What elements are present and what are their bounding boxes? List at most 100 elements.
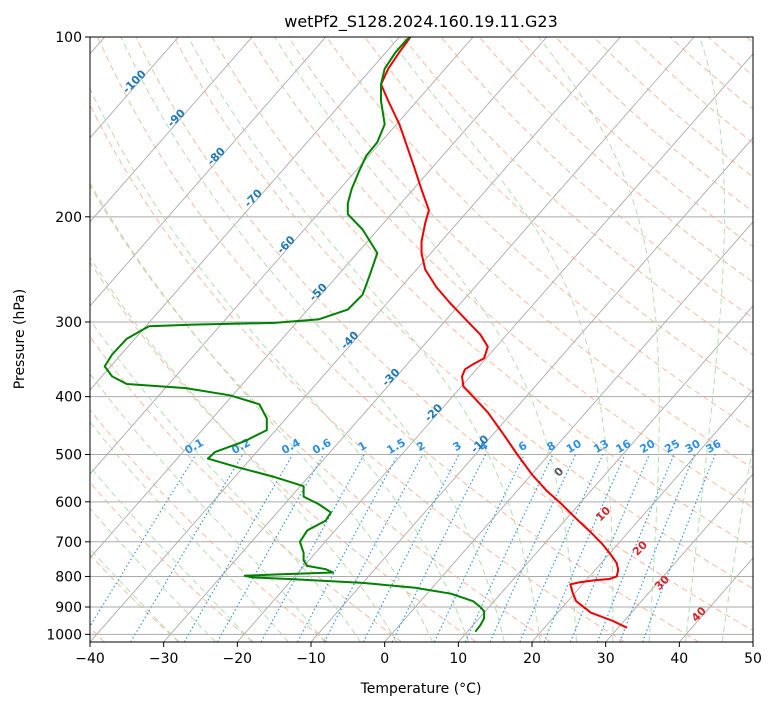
dry-adiabat-line [746,37,753,44]
mixing-ratio-label: 20 [638,437,658,456]
x-tick-label: −40 [75,651,105,667]
y-tick-label: 400 [55,390,82,406]
mixing-ratio-line [619,454,696,642]
moist-adiabat-label: 0 [552,464,567,479]
moist-adiabat-line [120,37,505,642]
mixing-ratio-label: 0.6 [310,436,334,457]
mixing-ratio-line [90,454,197,628]
dry-adiabat-label: -80 [205,145,228,168]
mixing-ratio-line [216,454,325,642]
mixing-ratio-label: 16 [613,437,633,456]
mixing-ratio-label: 25 [662,437,682,456]
moist-adiabat-line [721,441,753,642]
plot-frame [89,36,754,643]
dry-adiabat-line [90,409,328,642]
isotherm-line [605,473,753,642]
dry-adiabat-line [631,37,753,144]
dry-adiabat-label: -70 [242,186,265,209]
mixing-ratio-line [362,454,460,642]
dry-adiabat-label: -10 [468,432,491,455]
y-tick-label: 200 [55,210,82,226]
dry-adiabat-line [288,37,753,469]
y-tick-label: 500 [55,448,82,464]
dry-adiabat-line [402,37,753,356]
isotherm-line [310,137,753,642]
mixing-ratio-label: 1.5 [384,436,407,457]
mixing-ratio-line [297,454,399,642]
x-axis-label: Temperature (°C) [360,681,482,697]
moist-adiabat-label: 30 [652,573,672,593]
dry-adiabat-line [364,37,753,393]
mixing-ratio-line [543,454,626,642]
moist-adiabat-line [90,507,216,642]
y-tick-label: 100 [55,30,82,46]
dry-adiabat-label: -30 [379,366,402,389]
x-tick-label: −10 [296,651,326,667]
mixing-ratio-line [489,454,577,642]
temperature-profile-line [380,37,628,629]
moist-adiabat-line [90,318,362,642]
dry-adiabat-line [593,37,753,178]
moist-adiabat-line [90,181,433,642]
isotherm-line [90,37,327,307]
mixing-ratio-line [519,454,604,642]
mixing-ratio-line [130,454,244,642]
moist-adiabat-label: 20 [630,538,650,558]
moist-adiabat-line [90,87,469,642]
mixing-ratio-line [433,454,525,642]
y-tick-label: 300 [55,315,82,331]
dry-adiabat-line [249,37,753,509]
isotherm-line [90,37,253,223]
isotherm-line [678,557,753,642]
dry-adiabat-line [90,335,402,642]
dry-adiabat-line [97,37,700,642]
isotherm-line [90,37,621,642]
moist-adiabat-line [685,37,725,642]
x-tick-label: 0 [380,651,389,667]
moist-adiabat-line [538,37,660,642]
x-tick-label: 30 [597,651,615,667]
mixing-ratio-label: 13 [591,437,611,456]
moist-adiabat-line [90,373,325,642]
isotherm-line [90,37,400,391]
y-tick-label: 1000 [46,627,82,643]
y-tick-label: 700 [55,535,82,551]
dry-adiabat-label: -50 [307,280,330,303]
mixing-ratio-label: 3 [451,439,464,454]
x-tick-label: 20 [523,651,541,667]
x-tick-label: 40 [670,651,688,667]
mixing-ratio-line [464,454,554,642]
dry-adiabat-line [440,37,753,319]
moist-adiabat-line [90,256,398,642]
mixing-ratio-label: 0.1 [182,436,205,457]
moist-adiabat-line [90,465,253,642]
background-lines [90,37,753,642]
y-tick-label: 800 [55,569,82,585]
dry-adiabat-label: -20 [422,401,445,424]
dry-adiabat-line [555,37,753,213]
dry-adiabat-label: -40 [338,328,361,351]
moist-adiabat-line [274,37,577,642]
mixing-ratio-line [183,454,294,642]
dry-adiabat-line [669,37,753,110]
dry-adiabat-line [90,261,477,642]
isotherm-line [752,641,753,642]
x-tick-label: −20 [223,651,253,667]
mixing-ratio-label: 30 [683,437,703,456]
axes: −40 −30 −20 −10 0 10 20 30 40 5010020030040050060… [46,30,762,667]
x-tick-label: 50 [744,651,762,667]
isotherm-line [457,305,753,642]
mixing-ratio-line [642,454,716,642]
x-tick-label: −30 [149,651,179,667]
dewpoint-profile-line [103,37,486,633]
x-tick-label: 10 [449,651,467,667]
dry-adiabat-label: -100 [120,67,149,96]
moist-adiabat-line [388,37,614,642]
isotherm-line [90,37,548,559]
chart-title: wetPf2_S128.2024.160.19.11.G23 [284,12,558,32]
y-axis-label: Pressure (hPa) [12,289,28,389]
mixing-ratio-label: 10 [564,437,584,456]
mixing-ratio-label: 6 [516,439,529,454]
